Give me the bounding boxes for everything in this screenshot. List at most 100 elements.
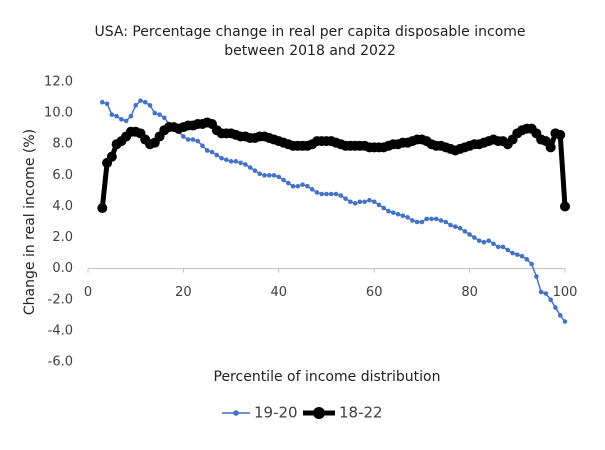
- data-point: [400, 213, 406, 219]
- data-point: [338, 193, 344, 198]
- data-point: [538, 289, 544, 295]
- data-point: [519, 253, 525, 259]
- data-point: [462, 229, 468, 234]
- data-point: [106, 151, 117, 162]
- data-point: [271, 173, 277, 178]
- data-point: [214, 152, 220, 158]
- data-point: [97, 203, 108, 213]
- data-point: [195, 138, 201, 144]
- x-tick-label: 80: [461, 285, 478, 300]
- data-point: [443, 219, 449, 225]
- data-point: [410, 218, 415, 223]
- data-point: [357, 199, 363, 205]
- data-point: [476, 238, 482, 243]
- data-point: [142, 99, 148, 105]
- data-point: [343, 196, 348, 201]
- data-point: [553, 305, 558, 310]
- data-point: [133, 103, 138, 108]
- chart-title: USA: Percentage change in real per capit…: [94, 24, 525, 40]
- x-tick-label: 100: [553, 285, 578, 300]
- data-point: [371, 199, 377, 205]
- data-point: [109, 112, 115, 117]
- x-axis-title: Percentile of income distribution: [214, 369, 441, 385]
- data-point: [510, 250, 515, 256]
- legend-marker: [233, 410, 239, 416]
- data-point: [467, 232, 472, 237]
- data-point: [448, 222, 453, 228]
- data-point: [100, 99, 105, 105]
- data-point: [290, 183, 296, 189]
- legend-label: 18-22: [339, 404, 383, 422]
- data-point: [548, 297, 553, 303]
- data-point: [204, 148, 210, 153]
- data-point: [281, 177, 286, 183]
- data-point: [138, 98, 143, 103]
- data-point: [515, 252, 520, 257]
- data-point: [405, 215, 410, 220]
- x-tick-label: 0: [84, 285, 92, 300]
- data-point: [433, 216, 439, 222]
- data-point: [352, 201, 358, 206]
- x-tick-label: 40: [271, 285, 288, 300]
- data-point: [114, 113, 119, 119]
- data-point: [104, 101, 110, 107]
- data-point: [348, 199, 353, 205]
- y-tick-label: 0.0: [52, 261, 73, 276]
- data-point: [491, 241, 496, 247]
- data-point: [376, 202, 382, 208]
- data-point: [486, 238, 491, 243]
- data-point: [128, 113, 134, 119]
- data-point: [314, 190, 320, 195]
- data-point: [367, 197, 372, 203]
- data-point: [295, 183, 301, 189]
- data-point: [190, 137, 196, 142]
- data-point: [309, 187, 315, 192]
- chart-title: between 2018 and 2022: [224, 43, 396, 59]
- x-tick-label: 20: [175, 285, 192, 300]
- data-point: [414, 219, 420, 225]
- data-point: [266, 173, 272, 178]
- data-point: [243, 162, 248, 167]
- data-point: [386, 208, 391, 214]
- data-point: [224, 157, 229, 163]
- legend-marker: [313, 407, 325, 419]
- data-point: [557, 313, 563, 318]
- y-axis-title: Change in real income (%): [22, 129, 38, 315]
- y-tick-label: 2.0: [52, 230, 73, 245]
- y-tick-label: 8.0: [52, 137, 73, 152]
- data-point: [438, 218, 444, 223]
- data-point: [419, 219, 425, 225]
- data-point: [560, 201, 570, 212]
- data-point: [562, 319, 568, 324]
- data-point: [219, 155, 224, 161]
- y-tick-label: 4.0: [52, 199, 73, 214]
- data-point: [162, 115, 167, 121]
- y-tick-label: -2.0: [48, 292, 73, 307]
- data-point: [500, 244, 506, 250]
- data-point: [333, 191, 339, 197]
- data-point: [233, 159, 239, 164]
- data-point: [276, 174, 282, 180]
- data-point: [152, 110, 158, 116]
- data-point: [252, 168, 258, 173]
- data-point: [209, 149, 215, 155]
- data-point: [429, 216, 434, 222]
- data-point: [157, 112, 162, 117]
- data-point: [505, 247, 511, 253]
- x-tick-label: 60: [366, 285, 383, 300]
- data-point: [534, 274, 539, 279]
- data-point: [185, 137, 191, 142]
- data-point: [555, 129, 566, 140]
- y-tick-label: -6.0: [48, 355, 73, 370]
- y-tick-label: 6.0: [52, 168, 73, 183]
- data-point: [262, 173, 267, 178]
- data-point: [495, 244, 501, 250]
- data-point: [524, 257, 530, 262]
- data-point: [257, 171, 263, 177]
- data-point: [543, 291, 549, 296]
- data-point: [381, 205, 387, 211]
- data-point: [328, 191, 334, 197]
- data-point: [300, 182, 305, 187]
- data-point: [457, 225, 463, 231]
